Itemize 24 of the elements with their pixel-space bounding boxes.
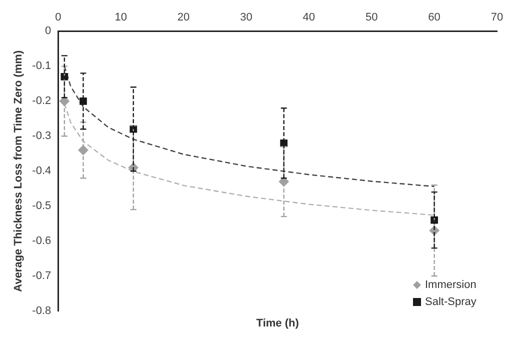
y-tick-label: -0.3 — [32, 130, 52, 142]
y-tick-label: -0.4 — [32, 165, 52, 178]
legend-label: Immersion — [425, 279, 476, 292]
x-tick-label: 10 — [114, 12, 127, 24]
point — [80, 97, 87, 105]
x-tick-label: 50 — [365, 12, 378, 24]
x-axis-title: Time (h) — [256, 318, 300, 330]
y-tick-label: -0.7 — [32, 270, 52, 282]
x-tick-label: 30 — [240, 12, 252, 24]
y-tick-label: -0.1 — [32, 60, 52, 72]
x-tick-label: 0 — [55, 12, 62, 24]
y-tick-label: -0.5 — [32, 200, 52, 212]
y-tick-label: 0 — [45, 25, 52, 38]
y-tick-label: -0.2 — [32, 95, 52, 108]
legend-label: Salt-Spray — [425, 296, 477, 308]
x-tick-label: 70 — [490, 12, 504, 24]
y-tick-label: -0.8 — [32, 305, 52, 318]
x-tick-label: 40 — [302, 12, 316, 24]
line-series — [64, 66, 435, 188]
y-tick-label: -0.6 — [32, 235, 52, 248]
point — [60, 72, 68, 80]
y-axis-title: Average Thickness Loss from Time Zero (mm) — [12, 50, 25, 292]
x-tick-label: 20 — [177, 12, 190, 24]
x-tick-label: 60 — [428, 12, 440, 24]
